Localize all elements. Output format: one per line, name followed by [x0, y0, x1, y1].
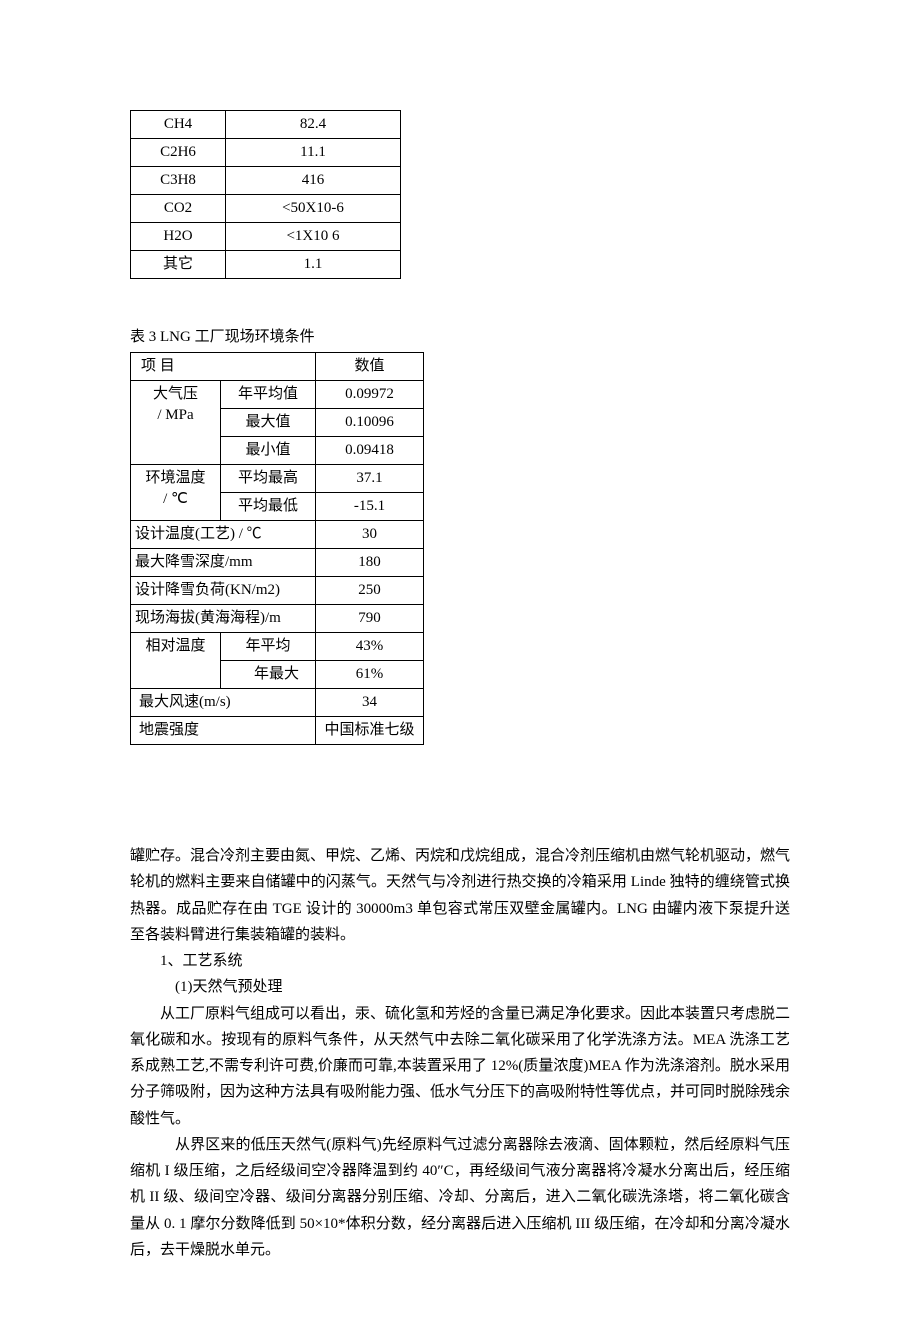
- table-row: 现场海拔(黄海海程)/m 790: [131, 605, 424, 633]
- cell: 平均最高: [221, 465, 316, 493]
- cell: 其它: [131, 251, 226, 279]
- cell: H2O: [131, 223, 226, 251]
- cell: 最大风速(m/s): [131, 689, 316, 717]
- cell: CH4: [131, 111, 226, 139]
- cell: 0.10096: [316, 409, 424, 437]
- cell: 11.1: [226, 139, 401, 167]
- composition-table: CH482.4 C2H611.1 C3H8416 CO2<50X10-6 H2O…: [130, 110, 401, 279]
- paragraph: 从界区来的低压天然气(原料气)先经原料气过滤分离器除去液滴、固体颗粒，然后经原料…: [130, 1132, 790, 1263]
- cell: 中国标准七级: [316, 717, 424, 745]
- cell: 30: [316, 521, 424, 549]
- cell: 地震强度: [131, 717, 316, 745]
- cell: 最大降雪深度/mm: [131, 549, 316, 577]
- header-item: 项 目: [131, 353, 316, 381]
- cell: -15.1: [316, 493, 424, 521]
- table-row: H2O<1X10 6: [131, 223, 401, 251]
- cell: <50X10-6: [226, 195, 401, 223]
- cell: C3H8: [131, 167, 226, 195]
- table-row: 大气压/ MPa 年平均值 0.09972: [131, 381, 424, 409]
- cell: 相对温度: [131, 633, 221, 689]
- table-row: C3H8416: [131, 167, 401, 195]
- cell: 250: [316, 577, 424, 605]
- environment-table: 项 目 数值 大气压/ MPa 年平均值 0.09972 最大值 0.10096…: [130, 352, 424, 745]
- paragraph: 1、工艺系统: [130, 948, 790, 974]
- paragraph: 罐贮存。混合冷剂主要由氮、甲烷、乙烯、丙烷和戊烷组成，混合冷剂压缩机由燃气轮机驱…: [130, 843, 790, 948]
- cell: 大气压/ MPa: [131, 381, 221, 465]
- cell: 180: [316, 549, 424, 577]
- cell: 设计温度(工艺) / ℃: [131, 521, 316, 549]
- table-row: 最大风速(m/s) 34: [131, 689, 424, 717]
- table-row: C2H611.1: [131, 139, 401, 167]
- cell: 平均最低: [221, 493, 316, 521]
- cell: 37.1: [316, 465, 424, 493]
- cell: 61%: [316, 661, 424, 689]
- cell: 43%: [316, 633, 424, 661]
- table-row: 其它1.1: [131, 251, 401, 279]
- cell: 0.09418: [316, 437, 424, 465]
- cell: CO2: [131, 195, 226, 223]
- cell: 最大值: [221, 409, 316, 437]
- cell: 34: [316, 689, 424, 717]
- cell: 设计降雪负荷(KN/m2): [131, 577, 316, 605]
- cell: 82.4: [226, 111, 401, 139]
- cell: 年平均值: [221, 381, 316, 409]
- cell: 现场海拔(黄海海程)/m: [131, 605, 316, 633]
- cell: 0.09972: [316, 381, 424, 409]
- cell: 最小值: [221, 437, 316, 465]
- cell: 790: [316, 605, 424, 633]
- cell: 1.1: [226, 251, 401, 279]
- table-row: 相对温度 年平均 43%: [131, 633, 424, 661]
- cell: 环境温度/ ℃: [131, 465, 221, 521]
- table-row: 最大降雪深度/mm 180: [131, 549, 424, 577]
- table-row: 设计温度(工艺) / ℃ 30: [131, 521, 424, 549]
- table-row: CH482.4: [131, 111, 401, 139]
- cell: 416: [226, 167, 401, 195]
- table-row: 设计降雪负荷(KN/m2) 250: [131, 577, 424, 605]
- header-value: 数值: [316, 353, 424, 381]
- table2-caption: 表 3 LNG 工厂现场环境条件: [130, 327, 790, 348]
- paragraph: 从工厂原料气组成可以看出，汞、硫化氢和芳烃的含量已满足净化要求。因此本装置只考虑…: [130, 1001, 790, 1132]
- table-row: CO2<50X10-6: [131, 195, 401, 223]
- table-row: 环境温度/ ℃ 平均最高 37.1: [131, 465, 424, 493]
- cell: <1X10 6: [226, 223, 401, 251]
- table-row: 项 目 数值: [131, 353, 424, 381]
- paragraph: (1)天然气预处理: [130, 974, 790, 1000]
- body-text: 罐贮存。混合冷剂主要由氮、甲烷、乙烯、丙烷和戊烷组成，混合冷剂压缩机由燃气轮机驱…: [130, 843, 790, 1263]
- cell: 年最大: [221, 661, 316, 689]
- cell: 年平均: [221, 633, 316, 661]
- cell: C2H6: [131, 139, 226, 167]
- table-row: 地震强度 中国标准七级: [131, 717, 424, 745]
